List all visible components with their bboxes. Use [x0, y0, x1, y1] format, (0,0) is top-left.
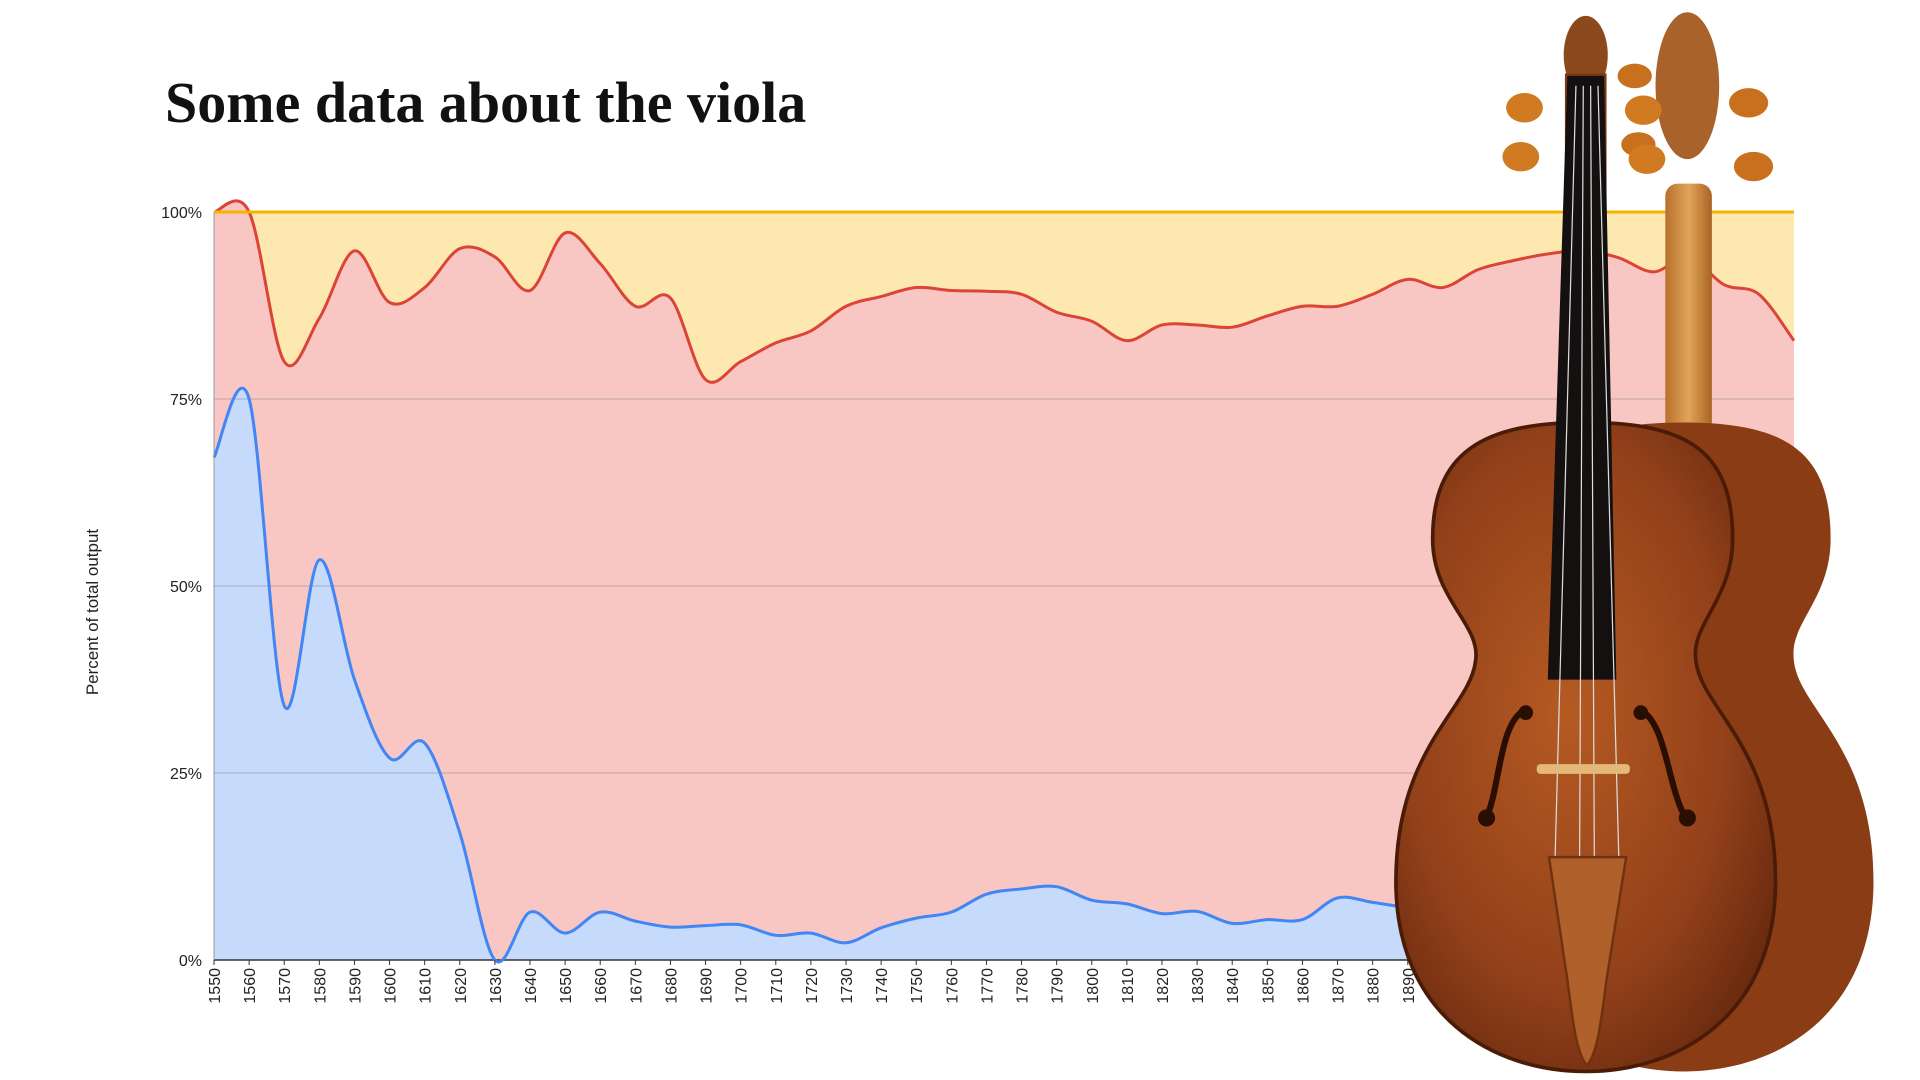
x-tick-label: 1820	[1155, 968, 1172, 1004]
x-tick-label: 1870	[1331, 968, 1348, 1004]
x-tick-label: 1670	[628, 968, 645, 1004]
y-axis-title: Percent of total output	[83, 529, 102, 696]
area	[214, 388, 1794, 962]
x-tick-label: 1700	[734, 968, 751, 1004]
x-tick-label: 1680	[663, 968, 680, 1004]
x-tick-label: 1660	[593, 968, 610, 1004]
x-tick-label: 1630	[488, 968, 505, 1004]
y-tick-label: 100%	[161, 205, 202, 222]
series-line	[213, 199, 1796, 384]
x-tick-label: 1760	[944, 968, 961, 1004]
x-tick-label: 1790	[1050, 968, 1067, 1004]
x-tick-label: 1580	[312, 968, 329, 1004]
viola-photo	[1394, 12, 1874, 1074]
x-tick-label: 1750	[909, 968, 926, 1004]
x-tick-label: 1650	[558, 968, 575, 1004]
x-tick-label: 1710	[769, 968, 786, 1004]
y-tick-label: 50%	[170, 579, 202, 596]
x-tick-label: 1730	[839, 968, 856, 1004]
x-tick-label: 1890	[1401, 968, 1418, 1004]
x-tick-label: 1550	[207, 968, 224, 1004]
x-tick-label: 1690	[699, 968, 716, 1004]
x-tick-label: 1590	[347, 968, 364, 1004]
x-tick-label: 1840	[1225, 968, 1242, 1004]
x-tick-label: 1570	[277, 968, 294, 1004]
x-tick-label: 1600	[383, 968, 400, 1004]
chart-title: Some data about the viola	[165, 70, 806, 135]
area	[214, 200, 1794, 960]
x-tick-label: 1830	[1190, 968, 1207, 1004]
x-tick-label: 1620	[453, 968, 470, 1004]
x-tick-label: 1850	[1260, 968, 1277, 1004]
x-tick-label: 1800	[1085, 968, 1102, 1004]
x-tick-label: 1860	[1295, 968, 1312, 1004]
y-tick-label: 0%	[179, 953, 202, 970]
x-tick-label: 1740	[874, 968, 891, 1004]
x-tick-label: 1770	[979, 968, 996, 1004]
y-tick-label: 75%	[170, 392, 202, 409]
y-tick-label: 25%	[170, 766, 202, 783]
x-tick-label: 1780	[1015, 968, 1032, 1004]
x-tick-label: 1610	[418, 968, 435, 1004]
x-tick-label: 1640	[523, 968, 540, 1004]
x-tick-label: 1720	[804, 968, 821, 1004]
x-tick-label: 1880	[1366, 968, 1383, 1004]
x-tick-label: 1810	[1120, 968, 1137, 1004]
x-tick-label: 1560	[242, 968, 259, 1004]
